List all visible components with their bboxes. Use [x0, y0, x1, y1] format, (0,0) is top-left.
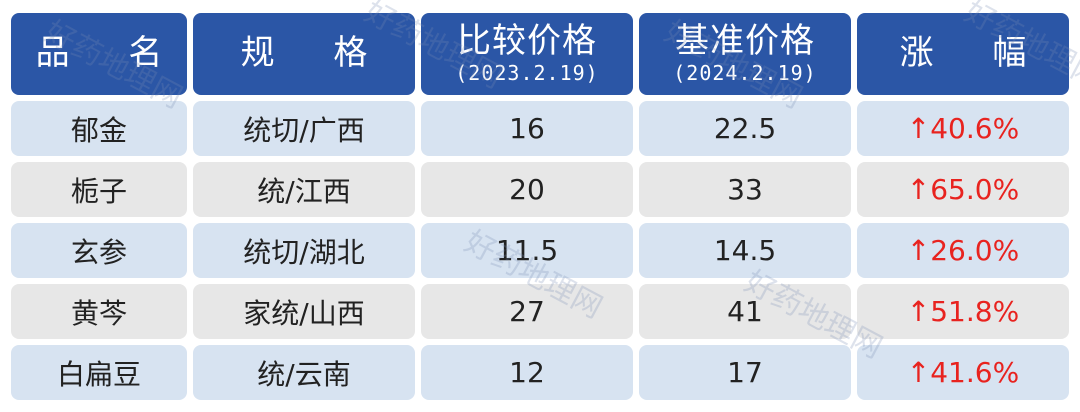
cell-base-price: 33 — [639, 162, 851, 217]
cell-compare-price: 16 — [421, 101, 633, 156]
header-change-label: 涨 幅 — [899, 33, 1051, 74]
header-spec: 规 格 — [193, 13, 415, 95]
cell-spec: 家统/山西 — [193, 284, 415, 339]
header-base-date: (2024.2.19) — [673, 61, 817, 86]
cell-spec: 统切/广西 — [193, 101, 415, 156]
cell-change: ↑26.0% — [857, 223, 1069, 278]
header-base-price: 基准价格 (2024.2.19) — [639, 13, 851, 95]
cell-spec: 统切/湖北 — [193, 223, 415, 278]
cell-compare-price: 12 — [421, 345, 633, 400]
price-table: 品 名 规 格 比较价格 (2023.2.19) 基准价格 (2024.2.19… — [11, 13, 1069, 400]
cell-compare-price: 20 — [421, 162, 633, 217]
header-name-label: 品 名 — [35, 33, 187, 74]
cell-compare-price: 27 — [421, 284, 633, 339]
cell-change: ↑51.8% — [857, 284, 1069, 339]
cell-change: ↑65.0% — [857, 162, 1069, 217]
cell-name: 郁金 — [11, 101, 187, 156]
cell-spec: 统/江西 — [193, 162, 415, 217]
cell-compare-price: 11.5 — [421, 223, 633, 278]
cell-name: 白扁豆 — [11, 345, 187, 400]
cell-name: 栀子 — [11, 162, 187, 217]
cell-name: 玄参 — [11, 223, 187, 278]
cell-base-price: 41 — [639, 284, 851, 339]
header-base-price-label: 基准价格 — [675, 20, 815, 61]
header-compare-price: 比较价格 (2023.2.19) — [421, 13, 633, 95]
cell-base-price: 17 — [639, 345, 851, 400]
cell-spec: 统/云南 — [193, 345, 415, 400]
cell-change: ↑41.6% — [857, 345, 1069, 400]
cell-base-price: 14.5 — [639, 223, 851, 278]
cell-name: 黄芩 — [11, 284, 187, 339]
header-name: 品 名 — [11, 13, 187, 95]
header-compare-date: (2023.2.19) — [455, 61, 599, 86]
header-change: 涨 幅 — [857, 13, 1069, 95]
cell-change: ↑40.6% — [857, 101, 1069, 156]
cell-base-price: 22.5 — [639, 101, 851, 156]
header-compare-price-label: 比较价格 — [457, 20, 597, 61]
header-spec-label: 规 格 — [240, 33, 392, 74]
